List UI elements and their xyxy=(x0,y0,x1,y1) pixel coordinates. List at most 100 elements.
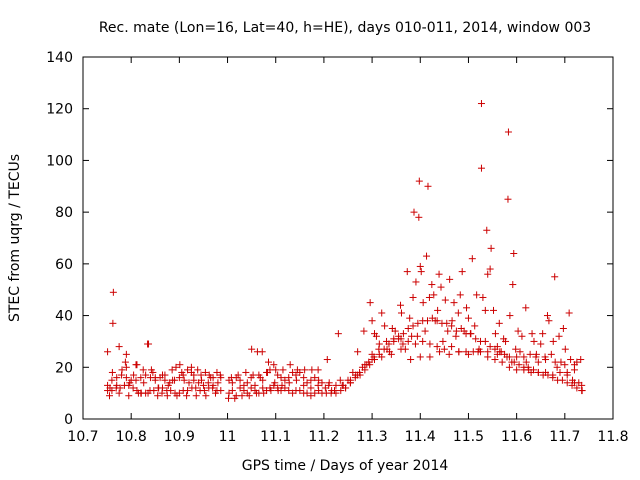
data-point xyxy=(527,368,535,376)
data-point xyxy=(243,379,251,387)
data-point xyxy=(301,366,309,374)
data-point xyxy=(545,317,553,325)
data-point xyxy=(378,309,386,317)
data-point xyxy=(368,317,376,325)
data-point xyxy=(245,392,253,400)
x-tick-label: 10.8 xyxy=(116,429,147,445)
data-point xyxy=(481,337,489,345)
data-point xyxy=(559,325,567,332)
data-point xyxy=(281,376,289,384)
data-point xyxy=(184,366,192,374)
x-tick-label: 11 xyxy=(219,429,237,445)
data-point xyxy=(409,293,417,301)
data-point xyxy=(314,366,322,374)
data-point xyxy=(332,389,340,397)
data-point xyxy=(236,384,244,392)
data-point xyxy=(271,379,279,387)
data-point xyxy=(415,177,423,185)
data-point xyxy=(513,366,521,374)
data-point xyxy=(300,381,308,389)
data-point xyxy=(406,314,414,322)
data-point xyxy=(474,348,482,356)
data-point xyxy=(311,389,319,397)
data-point xyxy=(125,392,133,400)
data-point xyxy=(108,387,116,395)
data-point xyxy=(520,353,528,361)
data-point xyxy=(444,327,452,335)
data-point xyxy=(171,376,179,384)
data-point xyxy=(286,361,294,369)
x-tick-label: 11.6 xyxy=(501,429,532,445)
data-point xyxy=(437,283,445,291)
data-point xyxy=(130,371,138,379)
data-point xyxy=(419,299,427,307)
data-point xyxy=(270,361,278,369)
data-point xyxy=(381,322,389,330)
data-point xyxy=(522,358,530,366)
data-point xyxy=(577,356,585,364)
data-point xyxy=(300,374,308,382)
data-point xyxy=(146,374,154,382)
data-point xyxy=(543,312,551,320)
data-point xyxy=(528,330,536,338)
data-point xyxy=(397,309,405,317)
data-point xyxy=(140,379,148,387)
data-point xyxy=(354,348,362,356)
x-tick-label: 11.2 xyxy=(308,429,339,445)
data-point xyxy=(567,356,575,364)
data-point xyxy=(491,356,499,364)
data-point xyxy=(484,270,492,278)
data-point xyxy=(433,343,441,351)
data-point xyxy=(520,366,528,374)
data-point xyxy=(490,306,498,314)
data-point xyxy=(430,291,438,299)
x-tick-label: 11.5 xyxy=(453,429,484,445)
data-point xyxy=(397,335,405,343)
data-point xyxy=(426,353,434,361)
data-point xyxy=(113,374,121,382)
data-point xyxy=(144,389,152,397)
data-point xyxy=(278,381,286,389)
plot-frame xyxy=(82,56,614,420)
data-point xyxy=(484,348,492,356)
data-point xyxy=(212,389,219,397)
data-point xyxy=(242,368,250,376)
y-axis-title: STEC from uqrg / TECUs xyxy=(7,154,23,322)
data-point xyxy=(483,226,491,234)
data-point xyxy=(337,387,345,395)
data-point xyxy=(209,381,217,389)
data-point xyxy=(443,319,451,327)
data-point xyxy=(190,376,198,384)
data-point xyxy=(522,304,530,312)
data-point xyxy=(390,335,398,343)
data-point xyxy=(419,337,427,345)
data-point xyxy=(468,255,476,263)
data-point xyxy=(199,381,207,389)
y-axis: 0 20 40 60 80 100 120 140 xyxy=(46,50,613,428)
data-point xyxy=(558,376,566,384)
data-point xyxy=(108,376,116,384)
data-point xyxy=(435,270,443,278)
y-tick-label: 80 xyxy=(55,205,73,221)
data-point xyxy=(256,374,264,382)
data-point xyxy=(505,363,513,371)
data-point xyxy=(303,389,311,397)
data-point xyxy=(514,327,522,335)
data-point xyxy=(458,268,466,276)
x-axis-title: GPS time / Days of year 2014 xyxy=(242,458,449,474)
data-point xyxy=(446,275,454,283)
data-point xyxy=(472,335,480,343)
data-point xyxy=(570,366,578,374)
data-point xyxy=(542,356,550,364)
data-point xyxy=(109,319,117,327)
data-point xyxy=(471,322,479,330)
data-point xyxy=(325,381,333,389)
data-point xyxy=(231,394,239,402)
data-point xyxy=(134,389,142,397)
data-point xyxy=(570,379,578,387)
data-point xyxy=(498,358,506,366)
data-point xyxy=(168,366,176,374)
data-point xyxy=(375,340,383,348)
data-point xyxy=(122,350,130,358)
